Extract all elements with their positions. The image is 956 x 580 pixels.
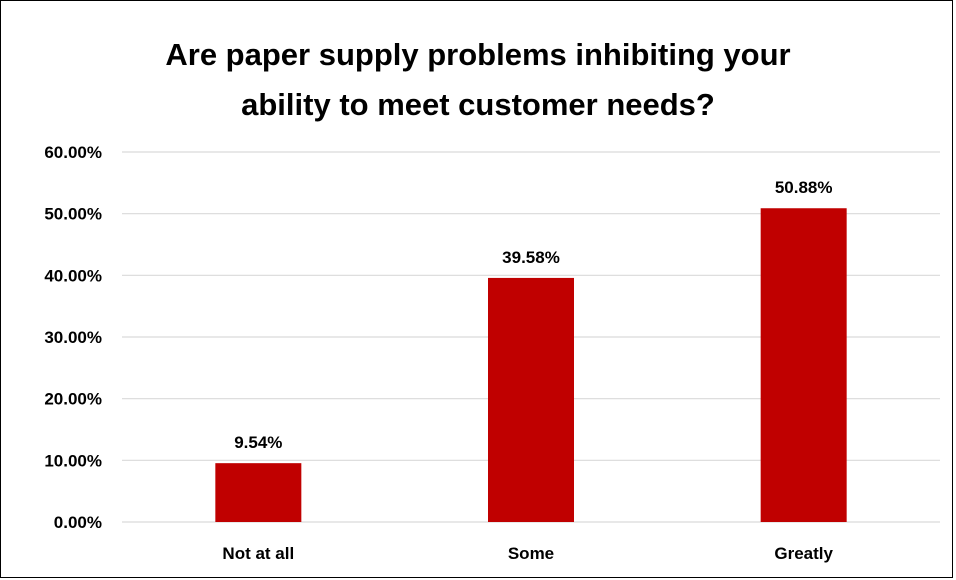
bar <box>760 208 847 523</box>
data-label: 50.88% <box>775 178 833 197</box>
x-tick-label: Greatly <box>774 544 833 563</box>
bar <box>215 463 302 522</box>
y-tick-label: 40.00% <box>44 266 102 285</box>
x-tick-label: Some <box>508 544 554 563</box>
x-tick-label: Not at all <box>222 544 294 563</box>
data-label: 9.54% <box>234 433 282 452</box>
y-tick-label: 50.00% <box>44 205 102 224</box>
chart-title-line-2: ability to meet customer needs? <box>241 87 715 122</box>
y-tick-label: 60.00% <box>44 143 102 162</box>
y-tick-label: 10.00% <box>44 451 102 470</box>
y-tick-label: 30.00% <box>44 328 102 347</box>
y-tick-label: 0.00% <box>54 513 102 532</box>
y-tick-label: 20.00% <box>44 390 102 409</box>
chart-title: Are paper supply problems inhibiting you… <box>0 30 956 130</box>
data-label: 39.58% <box>502 248 560 267</box>
bar <box>488 277 574 522</box>
chart-title-line-1: Are paper supply problems inhibiting you… <box>165 37 791 72</box>
